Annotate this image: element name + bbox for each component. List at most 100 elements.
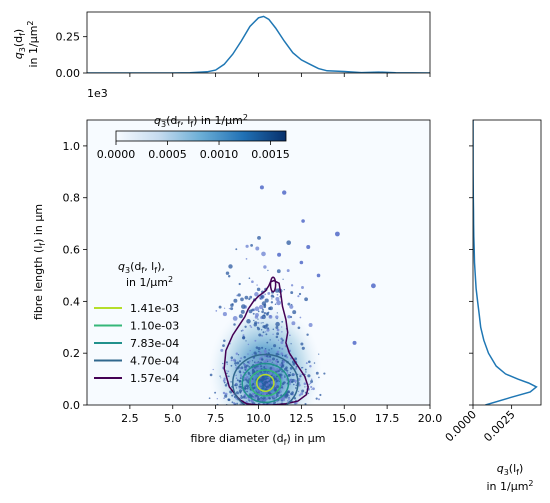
scatter-point xyxy=(281,347,284,350)
scatter-point xyxy=(224,394,228,398)
scatter-point xyxy=(233,323,236,326)
scatter-point xyxy=(235,382,238,385)
scatter-point xyxy=(315,397,318,400)
scatter-outlier xyxy=(316,273,321,278)
scatter-point xyxy=(267,381,271,385)
scatter-point xyxy=(295,384,298,387)
scatter-point xyxy=(262,309,265,311)
scatter-point xyxy=(312,387,315,391)
contour-1.57e-04 xyxy=(223,279,309,405)
scatter-point xyxy=(291,381,294,383)
scatter-point xyxy=(244,385,247,388)
colorbar-tick-label: 0.0005 xyxy=(148,148,187,161)
scatter-point xyxy=(293,383,295,386)
scatter-point xyxy=(258,384,261,387)
scatter-point xyxy=(263,314,265,316)
scatter-point xyxy=(276,293,279,296)
scatter-point xyxy=(257,310,260,313)
scatter-point xyxy=(226,372,228,375)
scatter-point xyxy=(257,235,261,240)
scatter-point xyxy=(245,258,248,260)
scatter-point xyxy=(222,312,227,317)
scatter-point xyxy=(278,347,281,349)
scatter-point xyxy=(235,248,238,251)
scatter-point xyxy=(290,392,293,396)
scatter-point xyxy=(275,370,278,373)
scatter-point xyxy=(234,403,237,405)
scatter-point xyxy=(222,379,226,383)
scatter-point xyxy=(283,375,286,378)
scatter-point xyxy=(235,374,237,377)
scatter-point xyxy=(281,387,284,390)
scatter-point xyxy=(261,356,263,359)
scatter-point xyxy=(304,297,308,302)
legend-title: q3(df, lf), xyxy=(118,260,165,275)
scatter-point xyxy=(308,383,310,385)
scatter-point xyxy=(215,310,218,312)
scatter-point xyxy=(293,373,296,376)
scatter-outlier xyxy=(259,185,264,190)
scatter-point xyxy=(268,358,272,362)
scatter-point xyxy=(281,326,283,328)
scatter-point xyxy=(269,366,273,370)
legend-label: 4.70e-04 xyxy=(130,355,179,368)
scatter-point xyxy=(251,353,254,356)
scatter-point xyxy=(288,396,290,399)
scatter-point xyxy=(294,367,297,370)
scatter-point xyxy=(235,391,239,395)
scatter-point xyxy=(260,358,264,361)
scatter-point xyxy=(247,361,250,363)
scatter-point xyxy=(230,359,233,362)
scatter-point xyxy=(319,393,322,397)
scatter-point xyxy=(277,370,280,373)
scatter-point xyxy=(237,293,241,297)
scatter-point xyxy=(276,328,279,330)
scatter-point xyxy=(286,269,290,273)
scatter-point xyxy=(267,355,270,358)
scatter-point xyxy=(253,386,256,390)
scatter-point xyxy=(277,394,280,397)
scatter-point xyxy=(276,368,279,371)
scatter-point xyxy=(280,366,283,369)
scatter-point xyxy=(240,357,243,360)
scatter-point xyxy=(275,315,279,319)
scatter-point xyxy=(283,288,285,291)
scatter-point xyxy=(276,332,280,336)
scatter-point xyxy=(286,240,292,246)
scatter-point xyxy=(264,347,267,350)
top-marginal-frame xyxy=(86,11,431,74)
scatter-point xyxy=(231,394,234,397)
scatter-point xyxy=(240,396,243,399)
scatter-point xyxy=(236,361,240,365)
main-xtick-label: 12.5 xyxy=(289,412,314,425)
scatter-point xyxy=(281,320,284,323)
scatter-point xyxy=(249,374,252,377)
scatter-point xyxy=(277,370,279,372)
scatter-point xyxy=(258,350,260,353)
scatter-point xyxy=(244,295,249,300)
scatter-point xyxy=(276,300,281,306)
top-marginal-ylabel: q3(df) xyxy=(12,29,27,59)
top-ytick-label: 0.25 xyxy=(56,31,81,44)
contour-legend: q3(df, lf), in 1/µm2 1.41e-03 1.10e-03 7.8… xyxy=(94,260,179,385)
scatter-point xyxy=(272,397,275,400)
scatter-point xyxy=(219,375,221,377)
scatter-point xyxy=(245,375,249,379)
scatter-point xyxy=(304,402,307,405)
y-multiplier: 1e3 xyxy=(87,87,108,100)
scatter-point xyxy=(292,310,297,315)
scatter-point xyxy=(307,374,311,378)
scatter-point xyxy=(261,251,266,257)
scatter-point xyxy=(272,328,275,331)
contour-1.10e-03 xyxy=(249,369,282,397)
scatter-point xyxy=(258,386,261,388)
scatter-point xyxy=(269,315,272,318)
scatter-point xyxy=(250,326,253,328)
scatter-point xyxy=(271,298,273,300)
scatter-point xyxy=(234,362,237,365)
scatter-point xyxy=(240,394,243,397)
scatter-point xyxy=(247,371,250,374)
scatter-point xyxy=(311,388,313,390)
scatter-point xyxy=(281,370,283,373)
main-ytick-label: 0.0 xyxy=(63,399,81,412)
